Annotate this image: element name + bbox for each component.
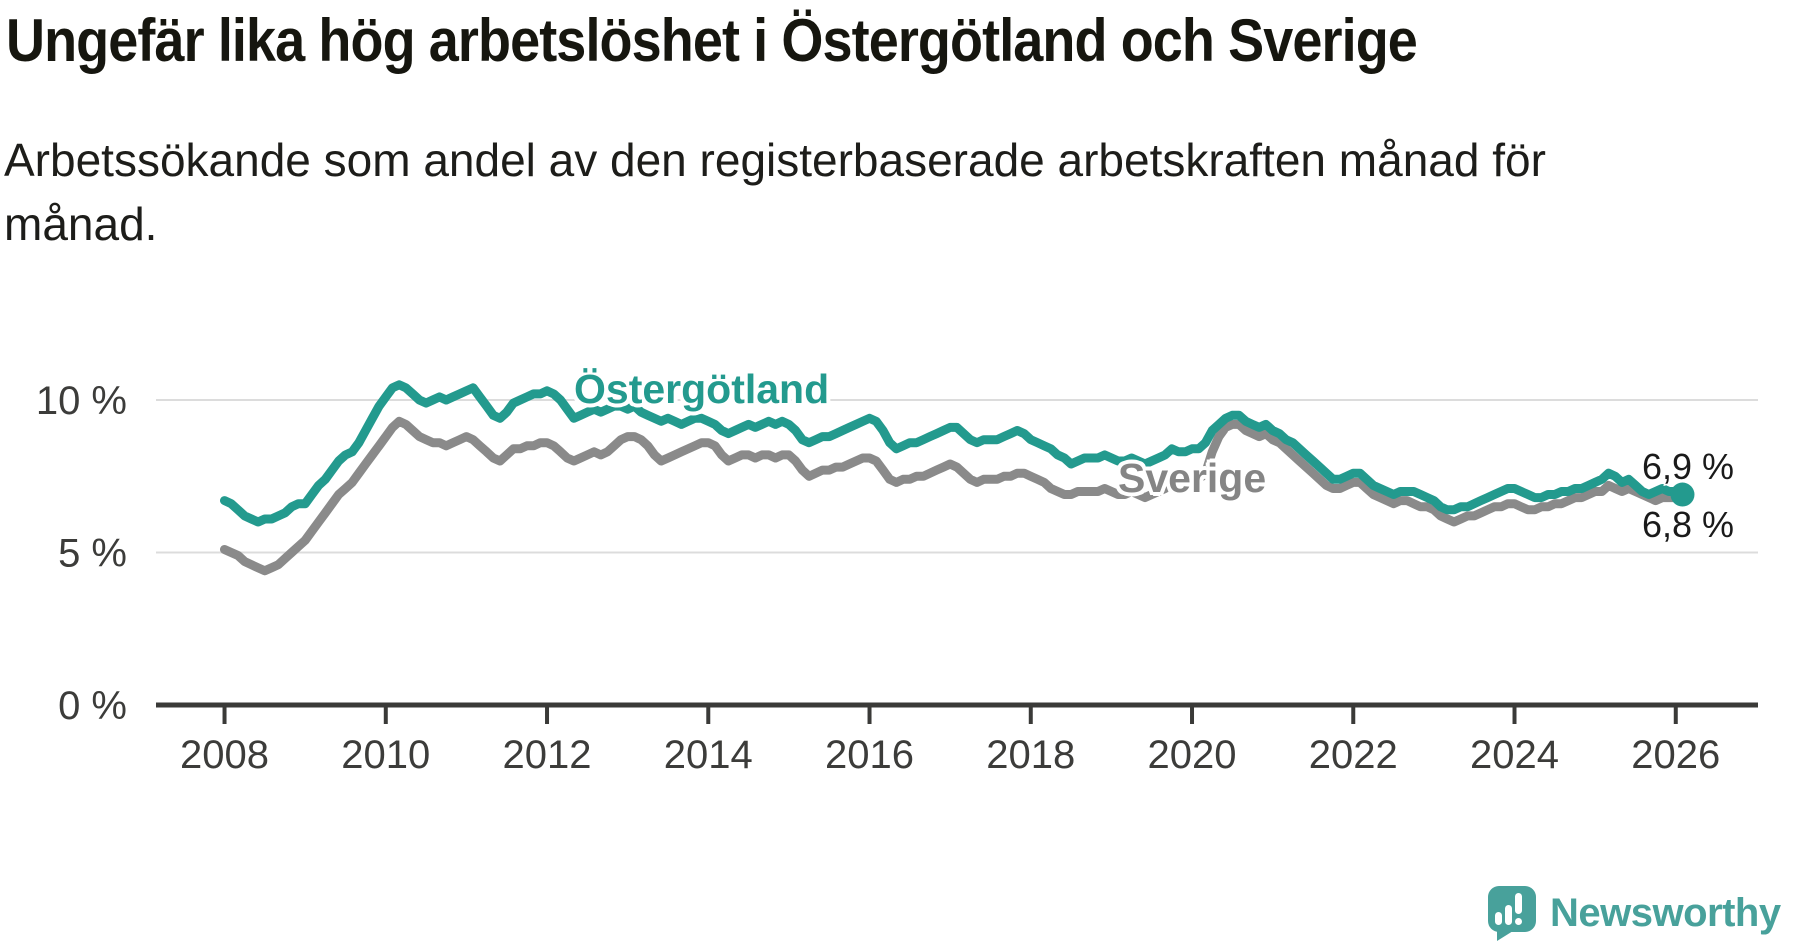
series-end-dot xyxy=(1670,482,1695,507)
x-tick-label: 2008 xyxy=(180,733,269,777)
x-tick-label: 2016 xyxy=(825,733,914,777)
x-tick-label: 2022 xyxy=(1309,733,1398,777)
data-series xyxy=(220,380,1695,576)
y-tick-label: 5 % xyxy=(58,532,127,576)
newsworthy-logo: Newsworthy xyxy=(1486,884,1781,942)
x-axis xyxy=(156,702,1758,724)
series-label-ostergotland: Östergötland xyxy=(574,366,830,412)
series-line-östergötland xyxy=(220,380,1687,527)
newsworthy-logo-icon xyxy=(1488,886,1536,941)
x-tick-label: 2026 xyxy=(1631,733,1720,777)
x-tick-label: 2014 xyxy=(664,733,753,777)
page-title: Ungefär lika hög arbetslöshet i Östergöt… xyxy=(6,7,1418,74)
series-line-sverige xyxy=(220,416,1687,576)
x-tick-label: 2024 xyxy=(1470,733,1559,777)
x-tick-label: 2012 xyxy=(503,733,592,777)
end-value-label-ostergotland: 6,9 % xyxy=(1642,446,1735,487)
x-tick-label: 2010 xyxy=(341,733,430,777)
newsworthy-logo-text: Newsworthy xyxy=(1550,890,1781,935)
end-value-label-sverige: 6,8 % xyxy=(1642,504,1735,545)
chart-subtitle: Arbetssökande som andel av den registerb… xyxy=(4,134,1546,250)
axis-tick-labels: 0 % 5 % 10 % 2008 2010 2012 2014 2016 2018 2020 20… xyxy=(36,379,1720,777)
series-label-sverige: Sverige xyxy=(1118,455,1267,501)
x-tick-label: 2020 xyxy=(1148,733,1237,777)
y-tick-label: 0 % xyxy=(58,684,127,728)
y-tick-label: 10 % xyxy=(36,379,127,423)
x-tick-label: 2018 xyxy=(986,733,1075,777)
